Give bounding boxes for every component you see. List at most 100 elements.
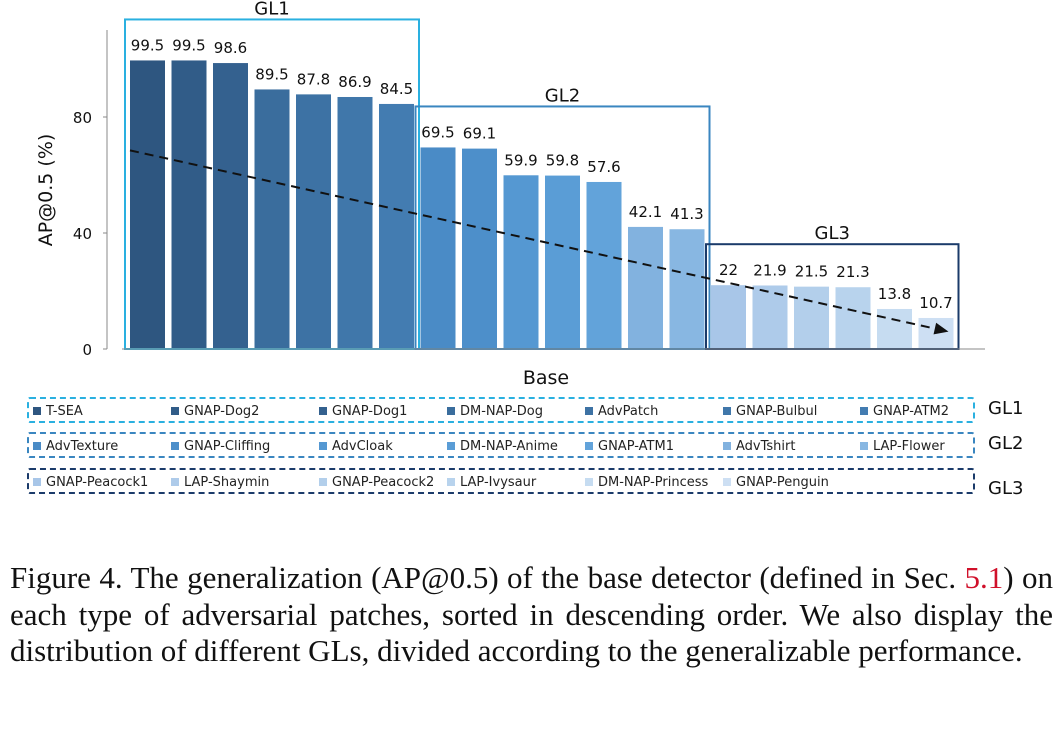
legend-item-lap-ivysaur: LAP-Ivysaur: [447, 473, 536, 491]
y-tick-label: 40: [73, 225, 92, 243]
value-labels: 99.5 99.5 98.6 89.5 87.8 86.9 84.5 69.5 69.1 59.9…: [131, 36, 953, 312]
legend-label: AdvPatch: [598, 403, 659, 419]
legend-label: GNAP-Penguin: [736, 474, 829, 490]
y-tick-label: 0: [82, 341, 92, 359]
legend-label: GNAP-Peacock2: [332, 474, 435, 490]
value-label: 21.9: [753, 261, 786, 279]
bar-dm-nap-dog: [254, 89, 290, 349]
legend-item-dm-nap-dog: DM-NAP-Dog: [447, 402, 543, 420]
legend-item-dm-nap-princess: DM-NAP-Princess: [585, 473, 708, 491]
value-label: 86.9: [338, 73, 371, 91]
legend-item-gnap-cliffing: GNAP-Cliffing: [171, 437, 270, 455]
value-label: 99.5: [131, 36, 164, 54]
trend-arrow-head: [933, 322, 949, 335]
y-axis-label: AP@0.5 (%): [35, 134, 57, 247]
legend-label: GNAP-ATM2: [873, 403, 949, 419]
legend-item-gnap-dog2: GNAP-Dog2: [171, 402, 259, 420]
bar-gnap-peacock2: [794, 286, 829, 349]
value-label: 99.5: [172, 36, 205, 54]
legend-label: GNAP-ATM1: [598, 438, 674, 454]
legend-swatch: [860, 407, 868, 415]
legend-label: GNAP-Dog2: [184, 403, 260, 419]
legend-item-lap-shaymin: LAP-Shaymin: [171, 473, 269, 491]
legend-item-gnap-penguin: GNAP-Penguin: [723, 473, 829, 491]
bar-gnap-bulbul: [337, 96, 373, 350]
legend-items-gl1: T-SEA GNAP-Dog2 GNAP-Dog1 DM-NAP-Dog AdvPatc…: [29, 399, 973, 421]
legend-swatch: [447, 407, 455, 415]
legend-item-advcloak: AdvCloak: [319, 437, 393, 455]
legend-swatch: [585, 442, 593, 450]
value-label: 22: [719, 261, 738, 279]
bar-lap-ivysaur: [835, 287, 871, 349]
legend-swatch: [447, 478, 455, 486]
value-label: 59.9: [504, 151, 537, 169]
legend-swatch: [723, 478, 731, 486]
value-label: 84.5: [380, 80, 413, 98]
legend-label: GNAP-Peacock1: [46, 474, 149, 490]
legend-swatch: [171, 407, 179, 415]
legend-label: GNAP-Cliffing: [184, 438, 271, 454]
value-label: 69.5: [421, 123, 454, 141]
group-label-gl3: GL3: [815, 223, 850, 244]
legend-label: DM-NAP-Anime: [460, 438, 558, 454]
bar-gnap-atm1: [586, 181, 622, 349]
y-tick-label: 80: [73, 109, 92, 127]
legend-item-gnap-bulbul: GNAP-Bulbul: [723, 402, 817, 420]
legend-gl1: T-SEA GNAP-Dog2 GNAP-Dog1 DM-NAP-Dog AdvPatc…: [27, 397, 975, 423]
legend-item-t-sea: T-SEA: [33, 402, 83, 420]
legend-swatch: [585, 407, 593, 415]
legend-item-gnap-dog1: GNAP-Dog1: [319, 402, 407, 420]
legend-item-gnap-peacock1: GNAP-Peacock1: [33, 473, 148, 491]
legend-swatch: [171, 478, 179, 486]
legend-swatch: [319, 442, 327, 450]
bar-dm-nap-princess: [877, 308, 912, 349]
bar-t-sea: [130, 60, 165, 349]
bar-dm-nap-anime: [545, 175, 580, 349]
bar-advtshirt: [628, 226, 663, 349]
value-label: 10.7: [919, 294, 952, 312]
legend-label: DM-NAP-Dog: [460, 403, 543, 419]
value-label: 57.6: [587, 158, 620, 176]
legend-label: AdvTshirt: [736, 438, 796, 454]
group-label-gl1: GL1: [254, 0, 289, 19]
legend-tag-gl1: GL1: [988, 398, 1024, 419]
figure-caption: Figure 4. The generalization (AP@0.5) of…: [10, 560, 1053, 670]
legend-item-advtexture: AdvTexture: [33, 437, 118, 455]
legend-swatch: [33, 478, 41, 486]
bar-lap-flower: [669, 229, 705, 349]
value-label: 21.5: [795, 263, 828, 281]
bar-gnap-atm2: [379, 103, 414, 349]
legend-label: T-SEA: [46, 403, 83, 419]
legend-tag-gl3: GL3: [988, 478, 1024, 499]
legend-items-gl2: AdvTexture GNAP-Cliffing AdvCloak DM-NAP-An…: [29, 434, 973, 456]
legend-swatch: [447, 442, 455, 450]
bar-gnap-dog1: [213, 63, 248, 350]
x-axis-label: Base: [523, 367, 569, 389]
value-label: 59.8: [546, 152, 579, 170]
bar-advtexture: [420, 147, 456, 349]
caption-section-link[interactable]: 5.1: [964, 560, 1004, 595]
group-frames: GL1 GL2 GL3: [124, 0, 960, 350]
bar-gnap-cliffing: [462, 148, 497, 349]
legend-swatch: [33, 407, 41, 415]
trend-line: [129, 149, 936, 330]
legend-items-gl3: GNAP-Peacock1 LAP-Shaymin GNAP-Peacock2 LAP…: [29, 470, 973, 492]
value-label: 87.8: [297, 70, 330, 88]
legend-gl2: AdvTexture GNAP-Cliffing AdvCloak DM-NAP-An…: [27, 432, 975, 458]
caption-prefix: Figure 4. The generalization (AP@0.5) of…: [10, 560, 965, 595]
legend-label: AdvCloak: [332, 438, 393, 454]
bar-gnap-dog2: [171, 60, 207, 349]
value-label: 41.3: [670, 205, 703, 223]
legend-label: GNAP-Dog1: [332, 403, 408, 419]
legend-swatch: [723, 407, 731, 415]
legend-item-lap-flower: LAP-Flower: [860, 437, 945, 455]
legend-label: LAP-Ivysaur: [460, 474, 537, 490]
bar-advcloak: [503, 175, 539, 349]
legend-item-gnap-atm1: GNAP-ATM1: [585, 437, 674, 455]
legend-item-advtshirt: AdvTshirt: [723, 437, 795, 455]
legend-item-gnap-peacock2: GNAP-Peacock2: [319, 473, 434, 491]
legend-swatch: [860, 442, 868, 450]
value-label: 42.1: [629, 203, 662, 221]
group-label-gl2: GL2: [545, 85, 580, 106]
legend-tag-gl2: GL2: [988, 433, 1024, 454]
